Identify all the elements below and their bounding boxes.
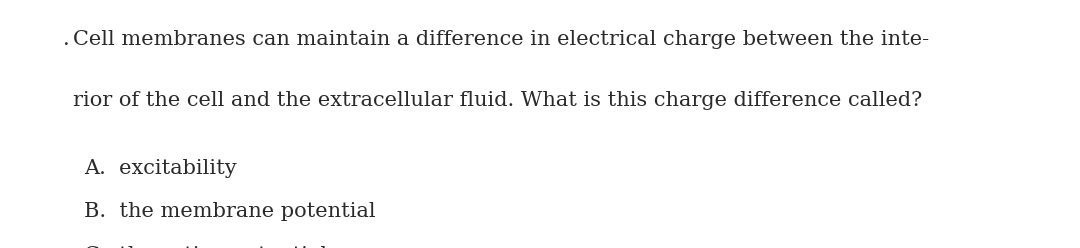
Text: B.  the membrane potential: B. the membrane potential	[84, 202, 376, 221]
Text: Cell membranes can maintain a difference in electrical charge between the inte-: Cell membranes can maintain a difference…	[73, 30, 930, 49]
Text: .: .	[63, 30, 69, 49]
Text: A.  excitability: A. excitability	[84, 159, 237, 178]
Text: C.  the action potential: C. the action potential	[84, 246, 327, 248]
Text: rior of the cell and the extracellular fluid. What is this charge difference cal: rior of the cell and the extracellular f…	[73, 91, 922, 110]
